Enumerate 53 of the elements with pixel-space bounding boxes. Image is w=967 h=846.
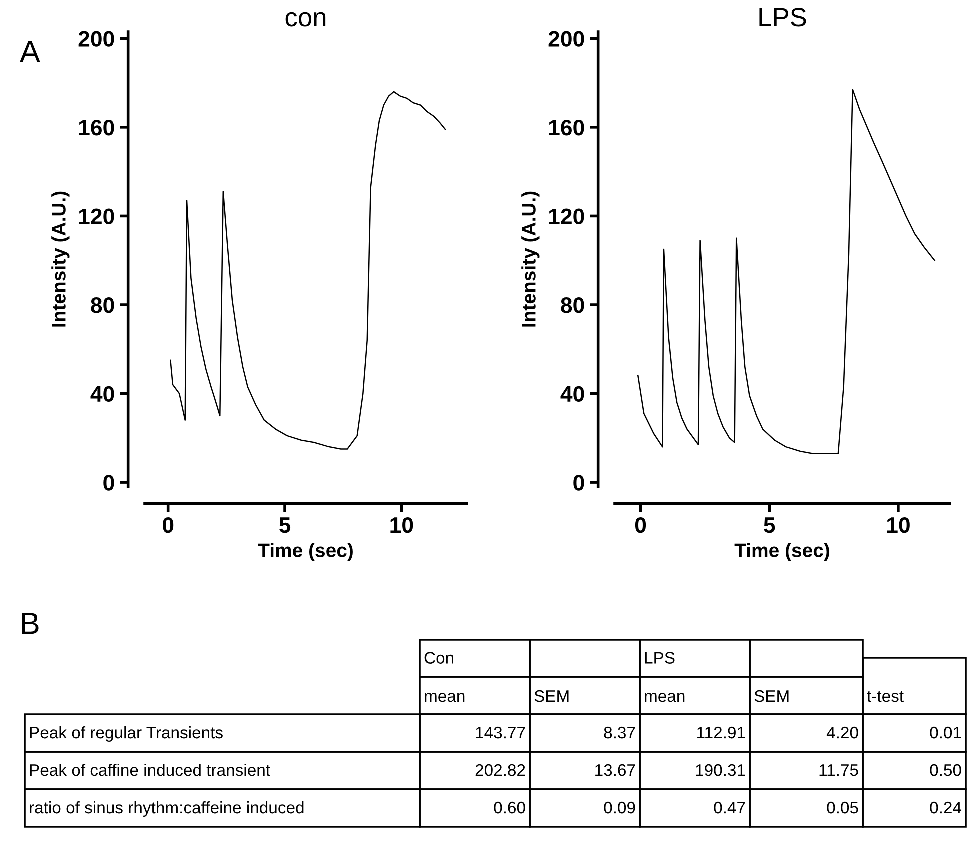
text: SEM [534, 690, 569, 702]
y-tick-label: 200 [548, 31, 584, 47]
x-tick-label: 5 [764, 518, 776, 534]
text: mean [425, 693, 465, 702]
data-label: 112.91 [698, 726, 746, 739]
y-axis-title: Intensity (A.U.) [522, 192, 540, 327]
x-axis-title: Time (sec) [734, 543, 830, 562]
data-label: 4.20 [826, 726, 858, 739]
data-label: 143.77 [476, 726, 526, 739]
data-label: 0.09 [604, 802, 636, 814]
data-label: 8.37 [604, 726, 636, 739]
data-label: 0.47 [714, 802, 746, 814]
line-series [170, 91, 446, 450]
y-tick-label: 120 [549, 208, 584, 224]
x-axis-title: Time (sec) [258, 543, 353, 562]
data-label: 0.01 [930, 726, 962, 739]
y-tick-label: 40 [560, 386, 584, 402]
y-tick-label: 0 [574, 475, 584, 491]
category-label: ratio of sinus rhythm:caffeine induced [30, 801, 304, 818]
data-label: 11.75 [820, 764, 858, 776]
line-series [638, 89, 936, 454]
data-label: 13.67 [596, 764, 636, 776]
text: mean [645, 693, 685, 702]
category-label: Peak of caffine induced transient [30, 764, 270, 776]
text: A [20, 41, 40, 62]
y-tick-label: 80 [91, 298, 114, 314]
data-label: 0.50 [930, 764, 962, 776]
category-label: Peak of regular Transients [30, 726, 223, 742]
data-label: 0.60 [494, 802, 526, 814]
y-tick-label: 160 [79, 120, 114, 136]
data-label: 190.31 [696, 764, 746, 776]
y-tick-label: 120 [79, 208, 114, 224]
chart-title: con [286, 12, 326, 27]
data-label: 0.24 [930, 802, 962, 814]
x-tick-label: 10 [888, 517, 910, 534]
y-axis-title: Intensity (A.U.) [52, 192, 70, 327]
x-tick-label: 10 [390, 517, 414, 534]
text: SEM [754, 690, 789, 702]
y-tick-label: 160 [549, 120, 584, 136]
chart-title: LPS [760, 8, 806, 27]
y-tick-label: 40 [90, 386, 114, 402]
text: t-test [867, 691, 904, 702]
data-label: 202.82 [476, 764, 526, 776]
y-tick-label: 0 [104, 475, 114, 491]
data-label: 0.05 [827, 802, 858, 814]
x-tick-label: 5 [280, 518, 291, 534]
x-tick-label: 0 [163, 517, 174, 534]
text: Con [424, 652, 454, 664]
y-tick-label: 200 [78, 31, 114, 47]
text: LPS [645, 652, 675, 664]
x-tick-label: 0 [635, 517, 646, 534]
text: B [22, 613, 39, 634]
y-tick-label: 80 [561, 298, 584, 314]
